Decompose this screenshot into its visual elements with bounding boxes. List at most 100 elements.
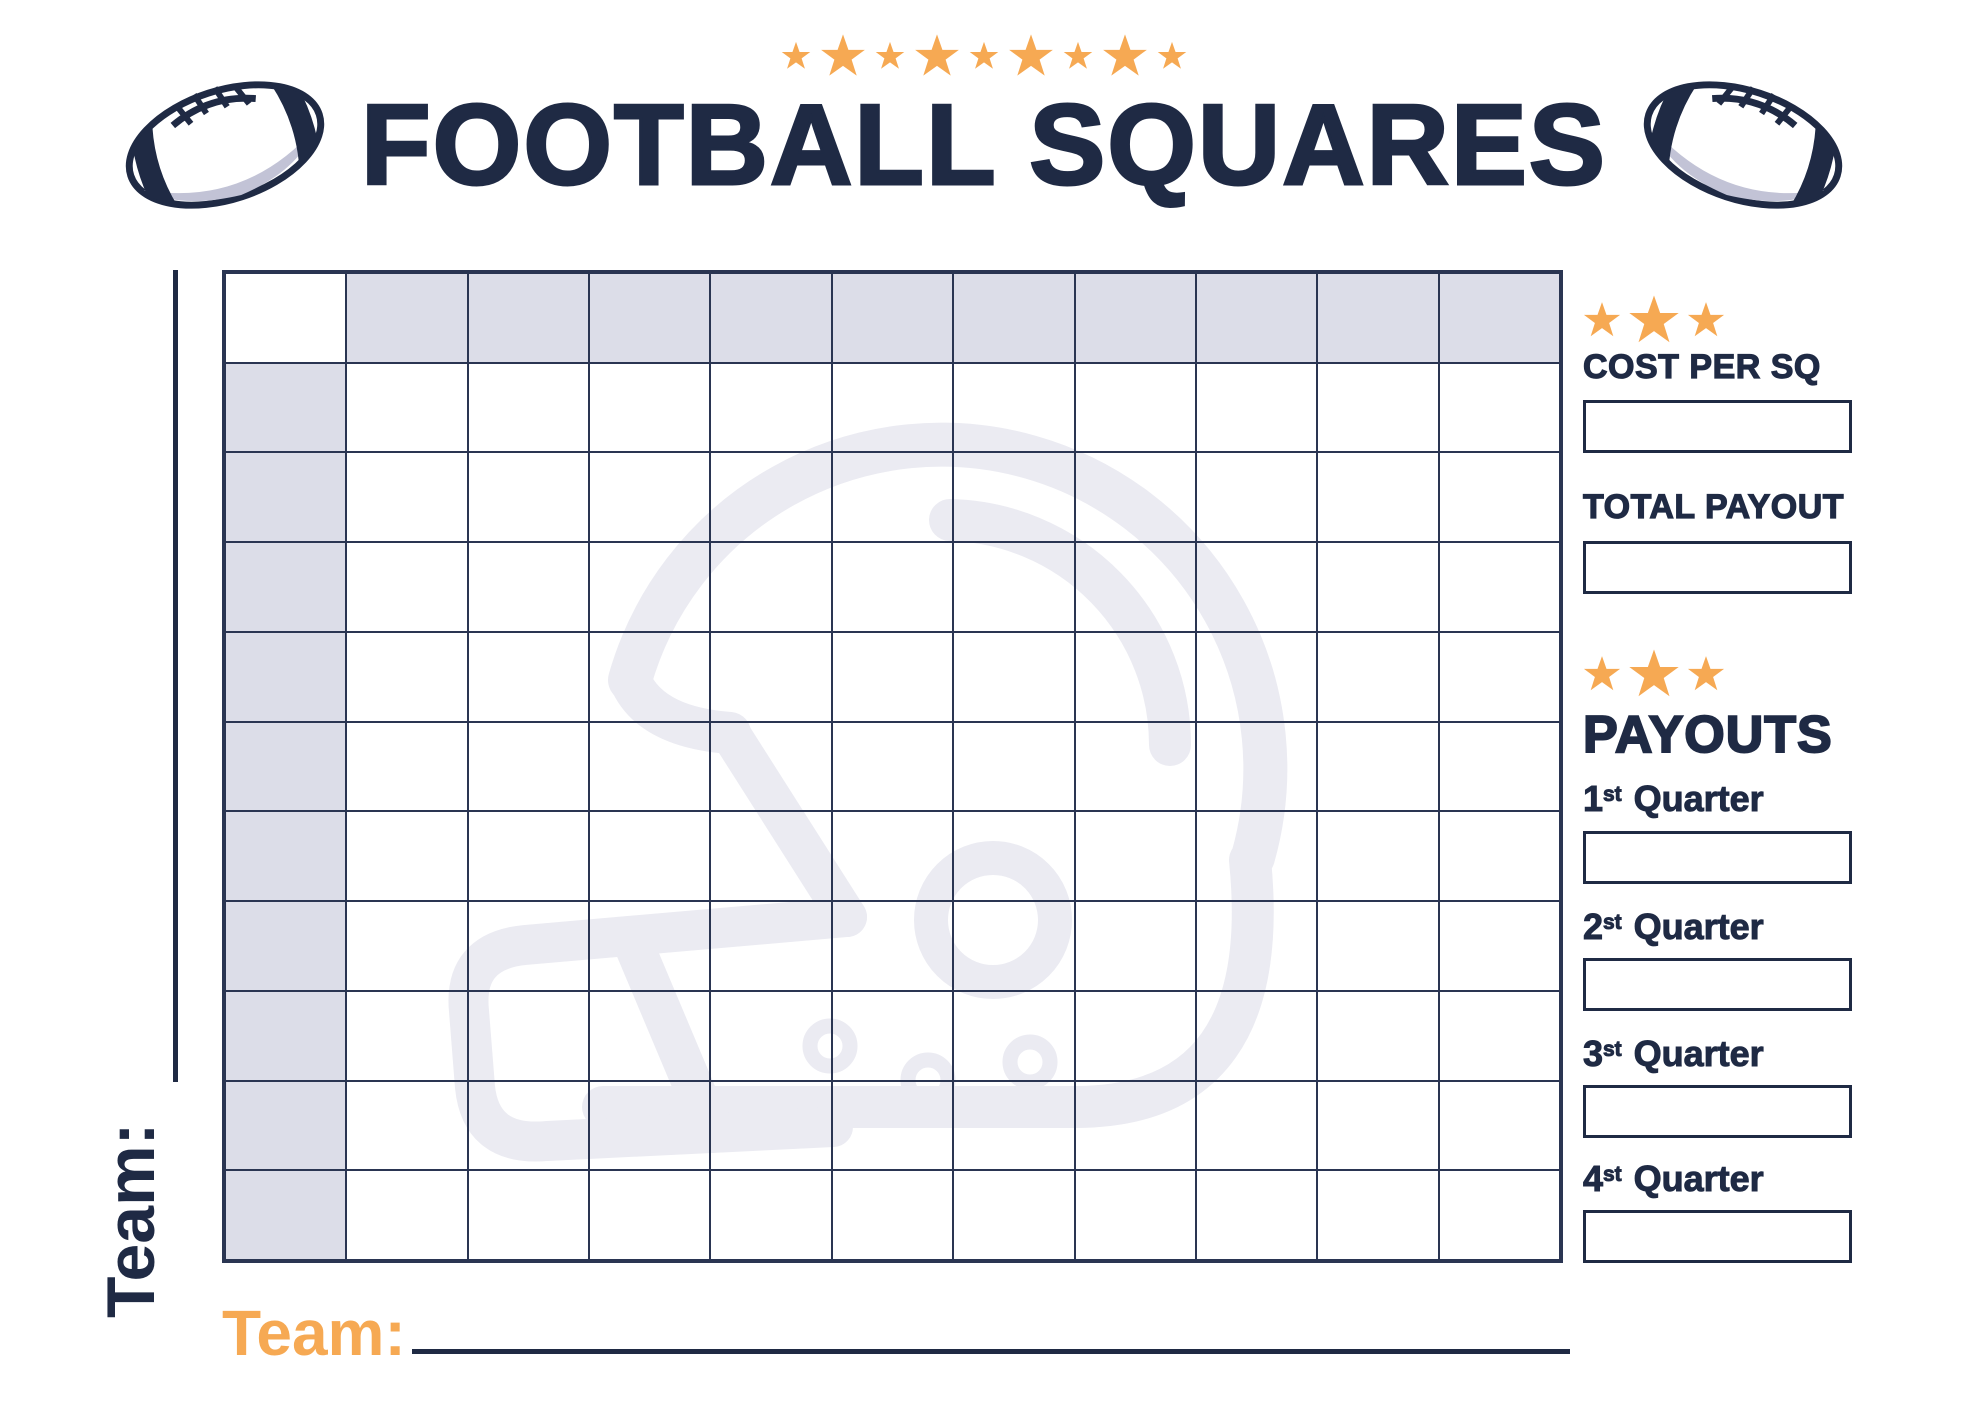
grid-cell[interactable] bbox=[1195, 1170, 1318, 1260]
grid-cell[interactable] bbox=[1195, 1080, 1318, 1171]
grid-cell[interactable] bbox=[710, 1080, 832, 1171]
grid-cell[interactable] bbox=[1195, 721, 1318, 812]
grid-cell[interactable] bbox=[953, 452, 1075, 543]
grid-cell[interactable] bbox=[710, 362, 832, 453]
grid-number-cell-left[interactable] bbox=[225, 1080, 347, 1171]
grid-cell[interactable] bbox=[589, 721, 711, 812]
team-bottom-input[interactable] bbox=[412, 1298, 1570, 1354]
grid-cell[interactable] bbox=[467, 811, 590, 902]
grid-cell[interactable] bbox=[710, 542, 832, 632]
grid-number-cell-left[interactable] bbox=[225, 1170, 347, 1260]
grid-number-cell-left[interactable] bbox=[225, 811, 347, 902]
grid-cell[interactable] bbox=[1317, 811, 1439, 902]
grid-cell[interactable] bbox=[467, 990, 590, 1081]
grid-cell[interactable] bbox=[1074, 901, 1196, 991]
grid-cell[interactable] bbox=[1438, 990, 1560, 1081]
grid-number-cell-left[interactable] bbox=[225, 631, 347, 722]
grid-cell[interactable] bbox=[1438, 631, 1560, 722]
grid-cell[interactable] bbox=[1195, 990, 1318, 1081]
grid-cell[interactable] bbox=[953, 990, 1075, 1081]
grid-cell[interactable] bbox=[1195, 631, 1318, 722]
grid-number-cell-top[interactable] bbox=[1438, 273, 1560, 363]
grid-cell[interactable] bbox=[467, 1170, 590, 1260]
grid-cell[interactable] bbox=[831, 990, 954, 1081]
grid-cell[interactable] bbox=[346, 631, 468, 722]
quarter-1-input[interactable] bbox=[1583, 831, 1852, 884]
grid-cell[interactable] bbox=[467, 901, 590, 991]
grid-number-cell-top[interactable] bbox=[1317, 273, 1439, 363]
grid-number-cell-left[interactable] bbox=[225, 721, 347, 812]
grid-cell[interactable] bbox=[953, 811, 1075, 902]
grid-cell[interactable] bbox=[710, 811, 832, 902]
grid-cell[interactable] bbox=[710, 631, 832, 722]
grid-cell[interactable] bbox=[346, 362, 468, 453]
grid-number-cell-left[interactable] bbox=[225, 542, 347, 632]
grid-cell[interactable] bbox=[831, 1080, 954, 1171]
grid-cell[interactable] bbox=[1438, 721, 1560, 812]
grid-cell[interactable] bbox=[1317, 452, 1439, 543]
grid-cell[interactable] bbox=[346, 811, 468, 902]
grid-cell[interactable] bbox=[953, 721, 1075, 812]
grid-cell[interactable] bbox=[831, 631, 954, 722]
grid-cell[interactable] bbox=[589, 990, 711, 1081]
grid-cell[interactable] bbox=[589, 1080, 711, 1171]
grid-cell[interactable] bbox=[1438, 1080, 1560, 1171]
grid-cell[interactable] bbox=[589, 452, 711, 543]
quarter-4-input[interactable] bbox=[1583, 1210, 1852, 1263]
grid-cell[interactable] bbox=[831, 542, 954, 632]
grid-cell[interactable] bbox=[710, 1170, 832, 1260]
grid-cell[interactable] bbox=[1195, 362, 1318, 453]
grid-cell[interactable] bbox=[346, 452, 468, 543]
grid-cell[interactable] bbox=[710, 721, 832, 812]
grid-cell[interactable] bbox=[589, 631, 711, 722]
quarter-2-input[interactable] bbox=[1583, 958, 1852, 1011]
grid-cell[interactable] bbox=[1074, 990, 1196, 1081]
grid-cell[interactable] bbox=[1074, 1080, 1196, 1171]
grid-cell[interactable] bbox=[1074, 1170, 1196, 1260]
grid-cell[interactable] bbox=[467, 362, 590, 453]
grid-cell[interactable] bbox=[589, 811, 711, 902]
grid-cell[interactable] bbox=[1074, 811, 1196, 902]
grid-cell[interactable] bbox=[346, 1170, 468, 1260]
grid-number-cell-left[interactable] bbox=[225, 362, 347, 453]
grid-cell[interactable] bbox=[1438, 901, 1560, 991]
grid-cell[interactable] bbox=[1438, 452, 1560, 543]
grid-cell[interactable] bbox=[346, 1080, 468, 1171]
grid-cell[interactable] bbox=[467, 721, 590, 812]
grid-cell[interactable] bbox=[1438, 1170, 1560, 1260]
grid-cell[interactable] bbox=[831, 811, 954, 902]
grid-number-cell-top[interactable] bbox=[346, 273, 468, 363]
grid-cell[interactable] bbox=[831, 1170, 954, 1260]
grid-number-cell-top[interactable] bbox=[1195, 273, 1318, 363]
grid-cell[interactable] bbox=[1195, 811, 1318, 902]
grid-cell[interactable] bbox=[589, 901, 711, 991]
grid-cell[interactable] bbox=[710, 901, 832, 991]
grid-cell[interactable] bbox=[831, 721, 954, 812]
grid-cell[interactable] bbox=[1195, 452, 1318, 543]
grid-cell[interactable] bbox=[1317, 542, 1439, 632]
grid-cell[interactable] bbox=[467, 452, 590, 543]
grid-number-cell-top[interactable] bbox=[1074, 273, 1196, 363]
grid-cell[interactable] bbox=[831, 452, 954, 543]
grid-number-cell-left[interactable] bbox=[225, 990, 347, 1081]
grid-cell[interactable] bbox=[346, 721, 468, 812]
grid-cell[interactable] bbox=[1317, 990, 1439, 1081]
grid-cell[interactable] bbox=[467, 1080, 590, 1171]
cost-per-sq-input[interactable] bbox=[1583, 400, 1852, 453]
total-payout-input[interactable] bbox=[1583, 541, 1852, 594]
grid-number-cell-top[interactable] bbox=[710, 273, 832, 363]
grid-cell[interactable] bbox=[953, 362, 1075, 453]
grid-cell[interactable] bbox=[953, 542, 1075, 632]
grid-cell[interactable] bbox=[1074, 542, 1196, 632]
grid-cell[interactable] bbox=[1074, 631, 1196, 722]
grid-cell[interactable] bbox=[953, 1170, 1075, 1260]
grid-cell[interactable] bbox=[1195, 542, 1318, 632]
grid-cell[interactable] bbox=[589, 542, 711, 632]
grid-cell[interactable] bbox=[1438, 542, 1560, 632]
grid-cell[interactable] bbox=[1317, 901, 1439, 991]
grid-cell[interactable] bbox=[1317, 631, 1439, 722]
quarter-3-input[interactable] bbox=[1583, 1085, 1852, 1138]
grid-cell[interactable] bbox=[831, 901, 954, 991]
grid-cell[interactable] bbox=[1317, 1170, 1439, 1260]
grid-cell[interactable] bbox=[1438, 362, 1560, 453]
